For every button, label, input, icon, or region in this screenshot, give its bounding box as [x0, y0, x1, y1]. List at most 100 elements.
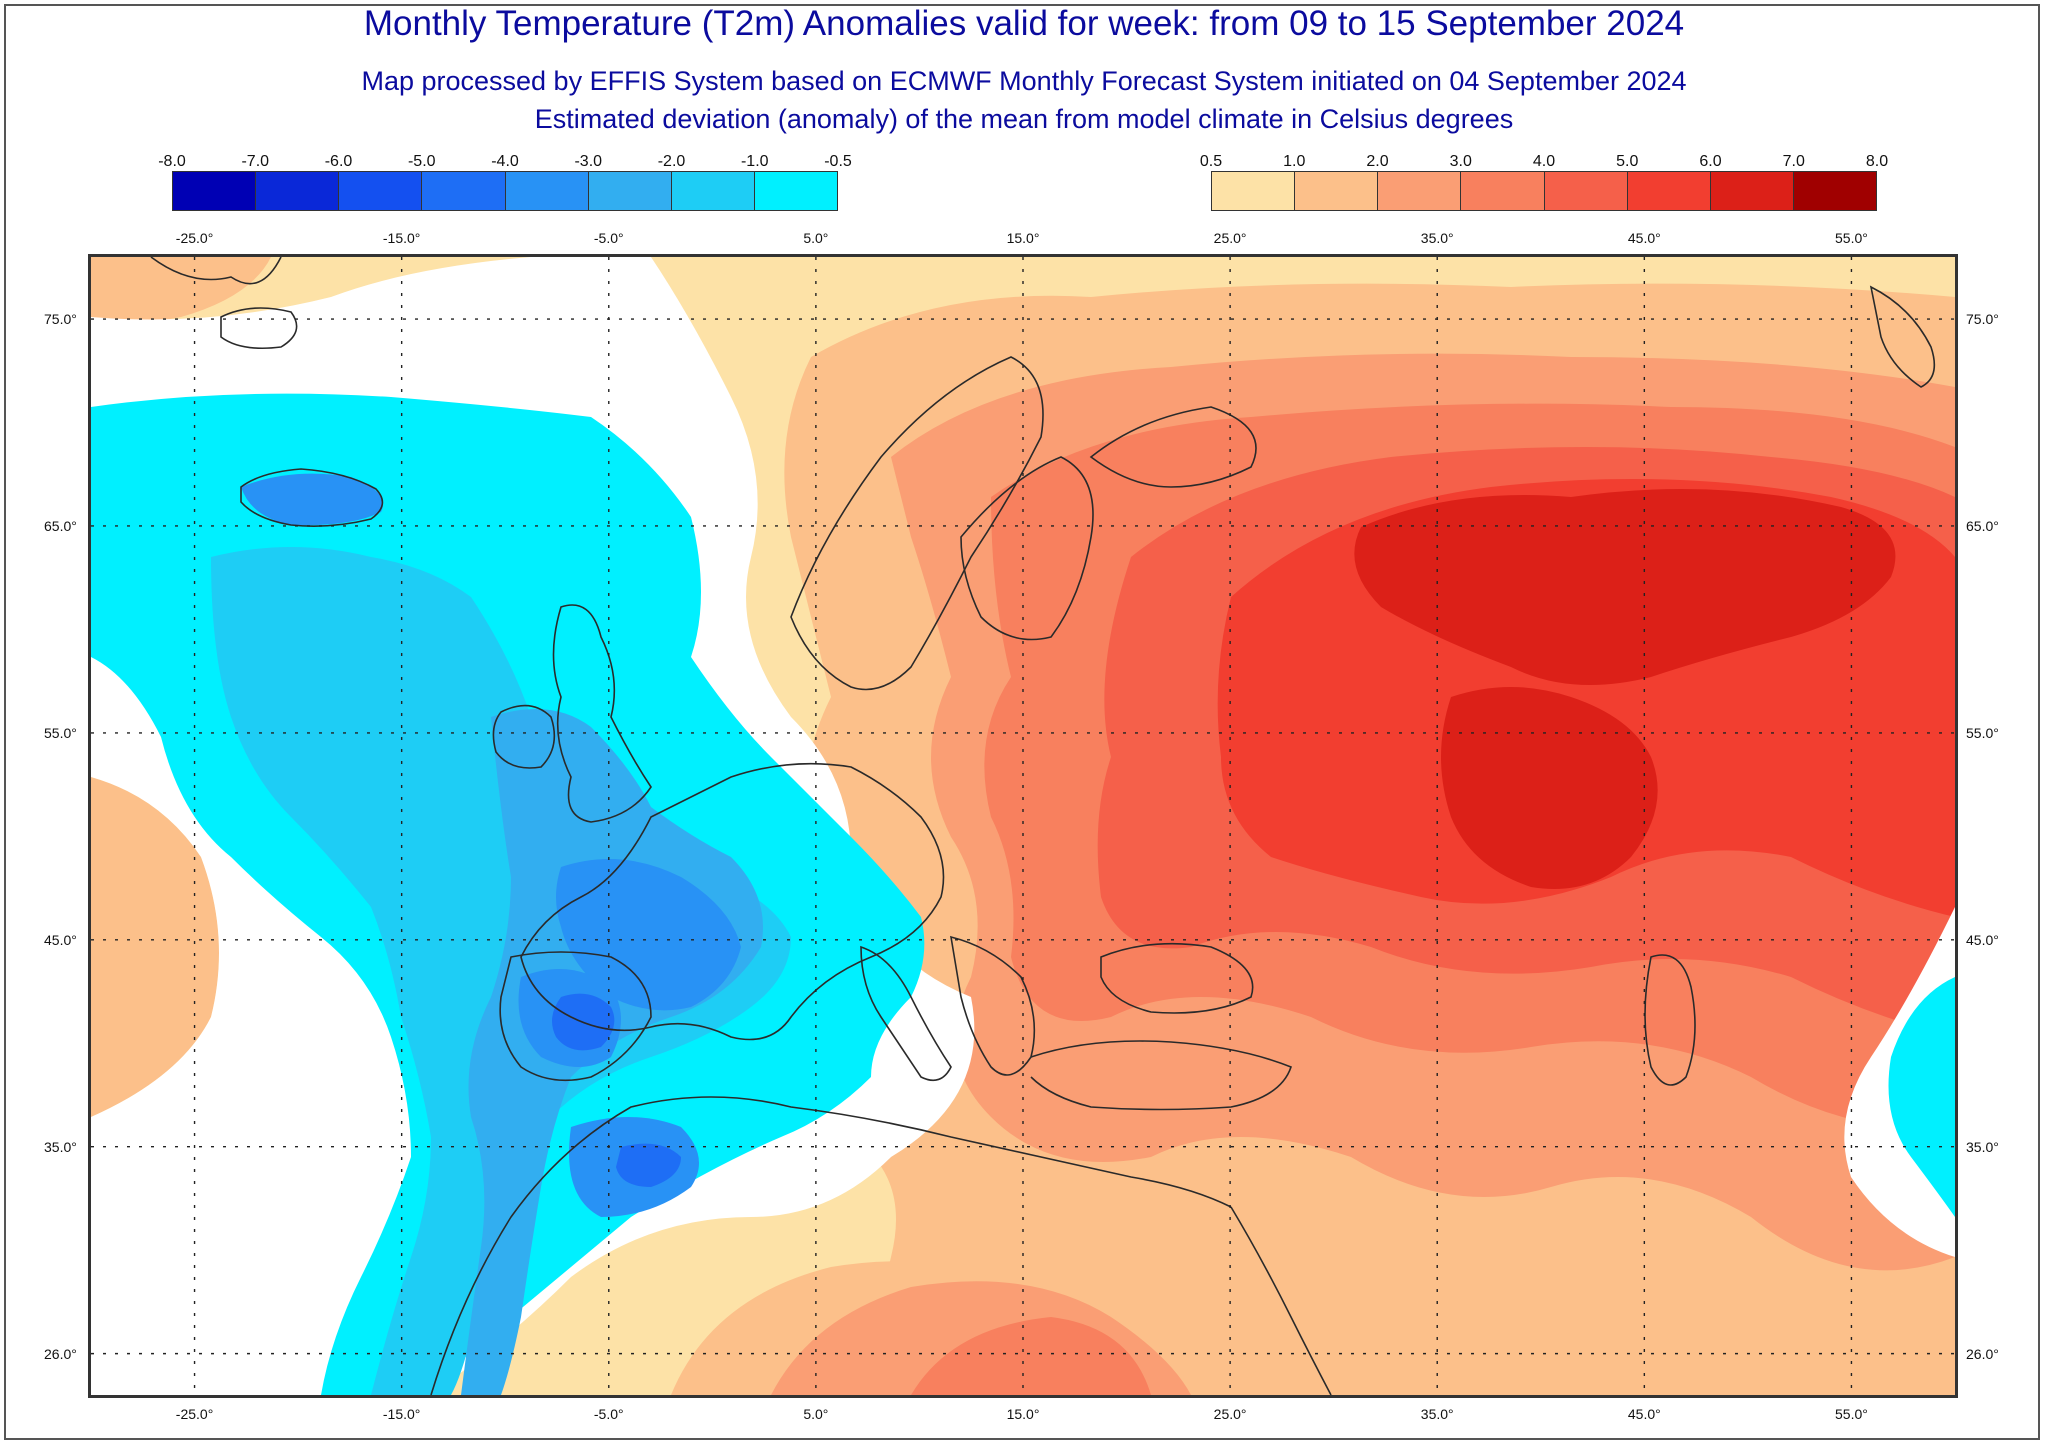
coast-ireland [492, 704, 556, 769]
bottom-longitude-label: 45.0° [1627, 1406, 1661, 1422]
bottom-longitude-label: 25.0° [1213, 1406, 1247, 1422]
bottom-longitude-label: -15.0° [382, 1406, 421, 1422]
legend-warm-tick-label: 1.0 [1283, 153, 1306, 170]
top-longitude-label: -5.0° [593, 230, 624, 246]
map-subtitle: Map processed by EFFIS System based on E… [361, 66, 1687, 96]
coast-baltic-finland [960, 456, 1094, 641]
top-longitude-label: 45.0° [1627, 230, 1661, 246]
legend-cold-swatch [422, 172, 506, 210]
legend-cold-swatch [173, 172, 257, 210]
top-longitude-label: 5.0° [803, 230, 829, 246]
bottom-longitude-label: 15.0° [1006, 1406, 1040, 1422]
legend-warm-swatch [1793, 172, 1876, 210]
bottom-longitude-label: 35.0° [1420, 1406, 1454, 1422]
legend-warm-tick-label: 4.0 [1532, 153, 1556, 170]
coast-red-sea [1230, 1206, 1332, 1395]
graticule [91, 257, 1955, 1395]
field-warm-1-2-nw [91, 257, 271, 322]
coast-caspian [1644, 954, 1696, 1086]
legend-warm-swatch [1627, 172, 1711, 210]
left-latitude-label: 35.0° [44, 1138, 77, 1155]
map-title: Monthly Temperature (T2m) Anomalies vali… [363, 4, 1685, 43]
legend-cold-tick-label: -2.0 [657, 153, 686, 170]
anomaly-map-svg [91, 257, 1955, 1395]
legend-warm-swatch [1212, 172, 1296, 210]
field-cold-2-3 [461, 709, 763, 1395]
left-latitude-label: 55.0° [44, 724, 77, 741]
coast-iceland [240, 468, 384, 527]
coast-greenland [150, 257, 282, 285]
top-longitude-label: 35.0° [1420, 230, 1454, 246]
top-longitude-label: -15.0° [382, 230, 421, 246]
legend-cold-tick-label: -0.5 [824, 153, 852, 170]
legend-cold-tick-label: -8.0 [158, 153, 186, 170]
legend-warm-tick-label: 2.0 [1366, 153, 1389, 170]
coast-europe-west [520, 762, 945, 1041]
field-cold-4-5-iceland [241, 473, 383, 526]
bottom-longitude-label: 55.0° [1835, 1406, 1868, 1422]
coast-great-britain [552, 604, 652, 823]
legend-warm-swatch [1544, 172, 1628, 210]
legend-warm-swatch [1461, 172, 1545, 210]
legend-warm-tick-label: 8.0 [1865, 153, 1889, 170]
legend-cold-tick-label: -1.0 [740, 153, 769, 170]
legend-warm-tick-label: 7.0 [1782, 153, 1805, 170]
legend-cold-swatch [505, 172, 589, 210]
figure-frame [4, 4, 2040, 1440]
legend-cold-tick-label: -7.0 [241, 153, 270, 170]
legend-cold-swatch [754, 172, 837, 210]
bottom-longitude-label: -5.0° [593, 1406, 624, 1422]
field-cold-3-4-france [556, 859, 741, 1011]
legend-warm-swatch [1378, 172, 1462, 210]
legend-cold-tick-label: -5.0 [407, 153, 436, 170]
coast-svalbard [220, 307, 298, 350]
left-latitude-label: 26.0° [44, 1345, 77, 1362]
coast-north-africa [430, 1096, 1232, 1395]
legend-warm-tick-label: 6.0 [1699, 153, 1722, 170]
field-cold-east-caspian [1888, 977, 1955, 1217]
right-latitude-label: 45.0° [1966, 931, 1999, 948]
legend-cold-swatch [671, 172, 755, 210]
bottom-longitude-label: -25.0° [175, 1406, 214, 1422]
left-latitude-label: 45.0° [44, 931, 77, 948]
legend-cold-tick-label: -4.0 [491, 153, 519, 170]
legend-warm-colorbar [1211, 171, 1877, 211]
coast-black-sea [1100, 942, 1254, 1014]
coast-iberia [499, 951, 652, 1082]
top-longitude-label: 55.0° [1835, 230, 1868, 246]
right-latitude-label: 26.0° [1966, 1345, 1999, 1362]
top-longitude-label: -25.0° [175, 230, 214, 246]
field-warm-6-7-volga [1441, 687, 1658, 889]
coast-novaya-zemlya [1869, 285, 1936, 388]
left-latitude-label: 65.0° [44, 517, 77, 534]
legend-cold-tick-label: -3.0 [574, 153, 603, 170]
legend-warm-tick-label: 5.0 [1616, 153, 1639, 170]
bottom-longitude-label: 5.0° [803, 1406, 829, 1422]
legend-cold-tick-label: -6.0 [324, 153, 353, 170]
coastlines [150, 257, 1936, 1395]
legend-cold-swatch [588, 172, 672, 210]
legend-warm-tick-label: 0.5 [1199, 153, 1223, 170]
legend-cold-swatch [339, 172, 423, 210]
top-longitude-label: 15.0° [1006, 230, 1040, 246]
right-latitude-label: 75.0° [1966, 311, 1999, 328]
legend-cold-swatch [256, 172, 340, 210]
coast-scandinavia [790, 356, 1044, 691]
right-latitude-label: 65.0° [1966, 517, 1999, 534]
anomaly-map [88, 254, 1958, 1398]
left-latitude-label: 75.0° [44, 311, 77, 328]
legend-warm-tick-label: 3.0 [1449, 153, 1472, 170]
coast-anatolia [1030, 1040, 1292, 1111]
field-warm-6-7-russia [1354, 489, 1896, 685]
coast-kola-white-sea [1089, 406, 1257, 488]
right-latitude-label: 55.0° [1966, 724, 1999, 741]
legend-warm-swatch [1295, 172, 1379, 210]
field-warm-1-2-atlantic [91, 777, 219, 1117]
top-longitude-label: 25.0° [1213, 230, 1247, 246]
right-latitude-label: 35.0° [1966, 1138, 1999, 1155]
field-cold-4-5-atlas [616, 1143, 681, 1187]
map-units-note: Estimated deviation (anomaly) of the mea… [534, 104, 1514, 134]
legend-warm-swatch [1710, 172, 1794, 210]
legend-cold-colorbar [172, 171, 838, 211]
coast-italy [860, 945, 952, 1082]
